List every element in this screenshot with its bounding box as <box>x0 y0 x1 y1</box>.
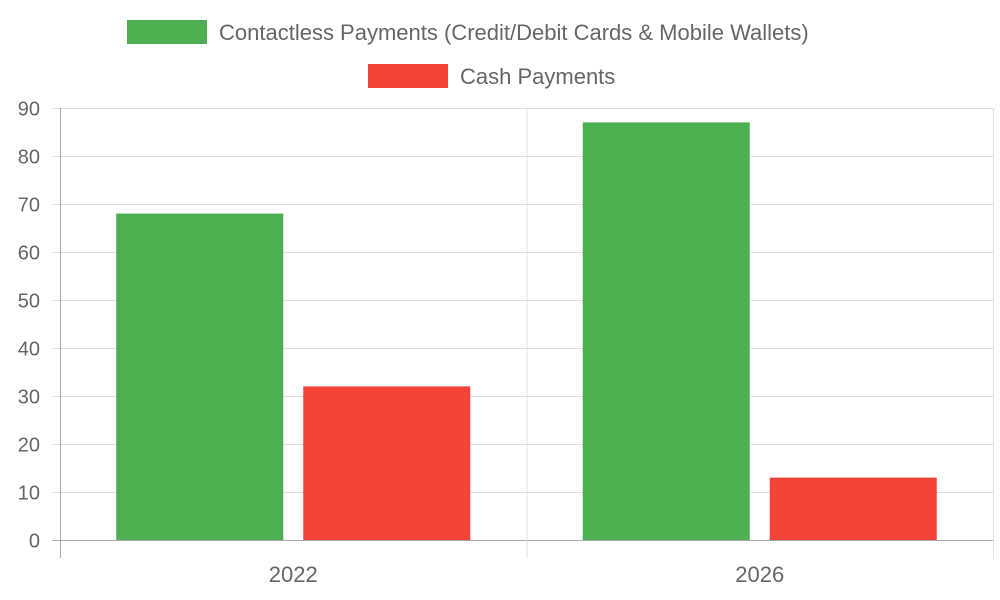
legend-label: Cash Payments <box>460 64 615 89</box>
bars <box>116 122 937 541</box>
bar-2026-0 <box>582 122 750 541</box>
y-tick-label: 40 <box>18 339 40 361</box>
y-tick-label: 80 <box>18 147 40 169</box>
y-tick-label: 30 <box>18 387 40 409</box>
x-tick-label: 2022 <box>269 562 318 587</box>
legend-swatch <box>127 20 207 44</box>
axes: 0 10 20 30 40 50 60 70 80 90 2022 2026 <box>18 99 784 588</box>
bar-2022-0 <box>116 213 284 540</box>
y-tick-label: 90 <box>18 99 40 121</box>
y-tick-label: 0 <box>29 531 40 553</box>
y-tick-label: 70 <box>18 195 40 217</box>
legend-label: Contactless Payments (Credit/Debit Cards… <box>219 20 809 45</box>
legend: Contactless Payments (Credit/Debit Cards… <box>127 20 809 89</box>
y-tick-label: 10 <box>18 483 40 505</box>
x-tick-label: 2026 <box>735 562 784 587</box>
y-tick-label: 50 <box>18 291 40 313</box>
bar-2026-1 <box>769 477 937 540</box>
y-tick-label: 20 <box>18 435 40 457</box>
bar-2022-1 <box>303 386 471 540</box>
legend-swatch <box>368 64 448 88</box>
y-tick-label: 60 <box>18 243 40 265</box>
